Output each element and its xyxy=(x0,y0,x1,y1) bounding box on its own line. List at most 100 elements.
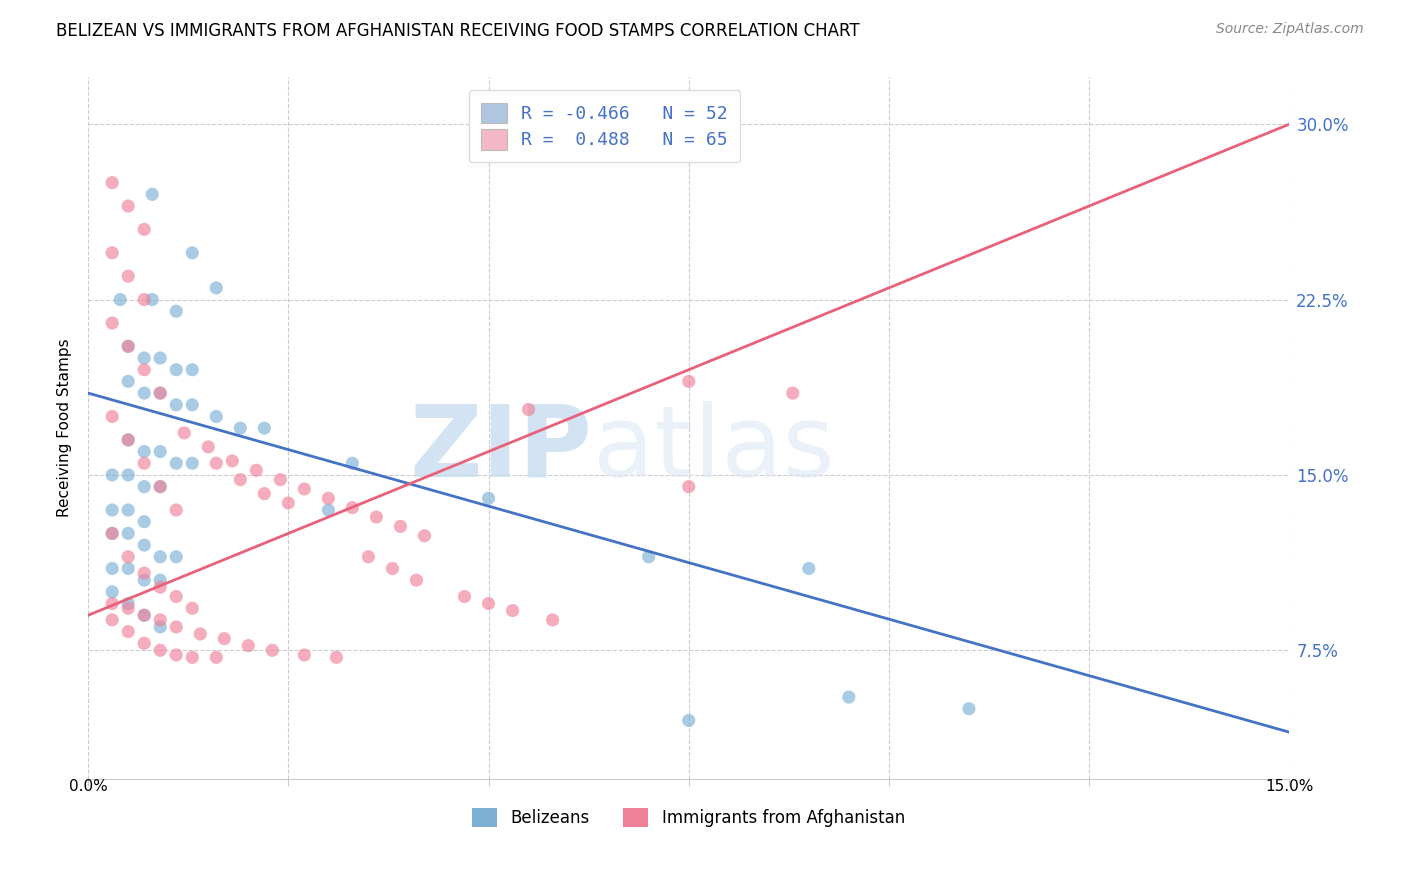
Point xyxy=(229,421,252,435)
Point xyxy=(149,386,172,401)
Point xyxy=(117,269,139,284)
Point xyxy=(366,510,388,524)
Point xyxy=(389,519,412,533)
Point xyxy=(292,648,315,662)
Point xyxy=(134,538,156,552)
Point xyxy=(101,245,124,260)
Point xyxy=(782,386,804,401)
Point xyxy=(325,650,347,665)
Point xyxy=(149,620,172,634)
Point xyxy=(117,526,139,541)
Point xyxy=(149,386,172,401)
Point xyxy=(253,486,276,500)
Point xyxy=(101,176,124,190)
Legend: Belizeans, Immigrants from Afghanistan: Belizeans, Immigrants from Afghanistan xyxy=(465,801,911,834)
Point xyxy=(637,549,659,564)
Text: Source: ZipAtlas.com: Source: ZipAtlas.com xyxy=(1216,22,1364,37)
Point xyxy=(134,566,156,581)
Point xyxy=(149,643,172,657)
Point xyxy=(797,561,820,575)
Point xyxy=(165,398,187,412)
Point xyxy=(269,473,291,487)
Point xyxy=(181,245,204,260)
Point xyxy=(134,480,156,494)
Point xyxy=(413,529,436,543)
Point xyxy=(453,590,475,604)
Point xyxy=(134,444,156,458)
Point xyxy=(134,573,156,587)
Point xyxy=(117,503,139,517)
Point xyxy=(101,585,124,599)
Point xyxy=(134,456,156,470)
Text: BELIZEAN VS IMMIGRANTS FROM AFGHANISTAN RECEIVING FOOD STAMPS CORRELATION CHART: BELIZEAN VS IMMIGRANTS FROM AFGHANISTAN … xyxy=(56,22,860,40)
Point xyxy=(134,608,156,623)
Point xyxy=(381,561,404,575)
Point xyxy=(134,293,156,307)
Point xyxy=(205,281,228,295)
Point xyxy=(101,613,124,627)
Point xyxy=(149,444,172,458)
Point xyxy=(205,456,228,470)
Point xyxy=(149,480,172,494)
Point xyxy=(205,650,228,665)
Point xyxy=(117,561,139,575)
Point xyxy=(101,503,124,517)
Point xyxy=(221,454,243,468)
Point xyxy=(134,636,156,650)
Point xyxy=(318,491,340,506)
Point xyxy=(165,503,187,517)
Point xyxy=(101,467,124,482)
Point xyxy=(101,316,124,330)
Point xyxy=(149,549,172,564)
Point xyxy=(188,627,211,641)
Point xyxy=(134,608,156,623)
Point xyxy=(165,362,187,376)
Point xyxy=(181,398,204,412)
Text: atlas: atlas xyxy=(592,401,834,498)
Point xyxy=(117,467,139,482)
Point xyxy=(678,480,700,494)
Point xyxy=(197,440,219,454)
Point xyxy=(101,409,124,424)
Point xyxy=(165,648,187,662)
Point xyxy=(165,590,187,604)
Point xyxy=(117,339,139,353)
Text: 0.0%: 0.0% xyxy=(69,779,107,794)
Point xyxy=(181,650,204,665)
Point xyxy=(541,613,564,627)
Point xyxy=(117,624,139,639)
Point xyxy=(134,362,156,376)
Point xyxy=(101,561,124,575)
Point xyxy=(678,375,700,389)
Point xyxy=(149,351,172,365)
Point xyxy=(149,580,172,594)
Point xyxy=(141,293,163,307)
Point xyxy=(101,597,124,611)
Point xyxy=(101,526,124,541)
Point xyxy=(838,690,860,704)
Point xyxy=(117,597,139,611)
Point xyxy=(165,304,187,318)
Point xyxy=(134,386,156,401)
Point xyxy=(117,601,139,615)
Point xyxy=(318,503,340,517)
Point xyxy=(117,339,139,353)
Point xyxy=(253,421,276,435)
Text: ZIP: ZIP xyxy=(409,401,592,498)
Point xyxy=(205,409,228,424)
Point xyxy=(214,632,236,646)
Point xyxy=(357,549,380,564)
Point xyxy=(229,473,252,487)
Point xyxy=(238,639,260,653)
Point xyxy=(108,293,131,307)
Point xyxy=(173,425,195,440)
Point xyxy=(149,480,172,494)
Point xyxy=(517,402,540,417)
Point xyxy=(342,500,364,515)
Point xyxy=(117,375,139,389)
Point xyxy=(134,222,156,236)
Y-axis label: Receiving Food Stamps: Receiving Food Stamps xyxy=(58,339,72,517)
Point xyxy=(134,351,156,365)
Point xyxy=(149,613,172,627)
Point xyxy=(405,573,427,587)
